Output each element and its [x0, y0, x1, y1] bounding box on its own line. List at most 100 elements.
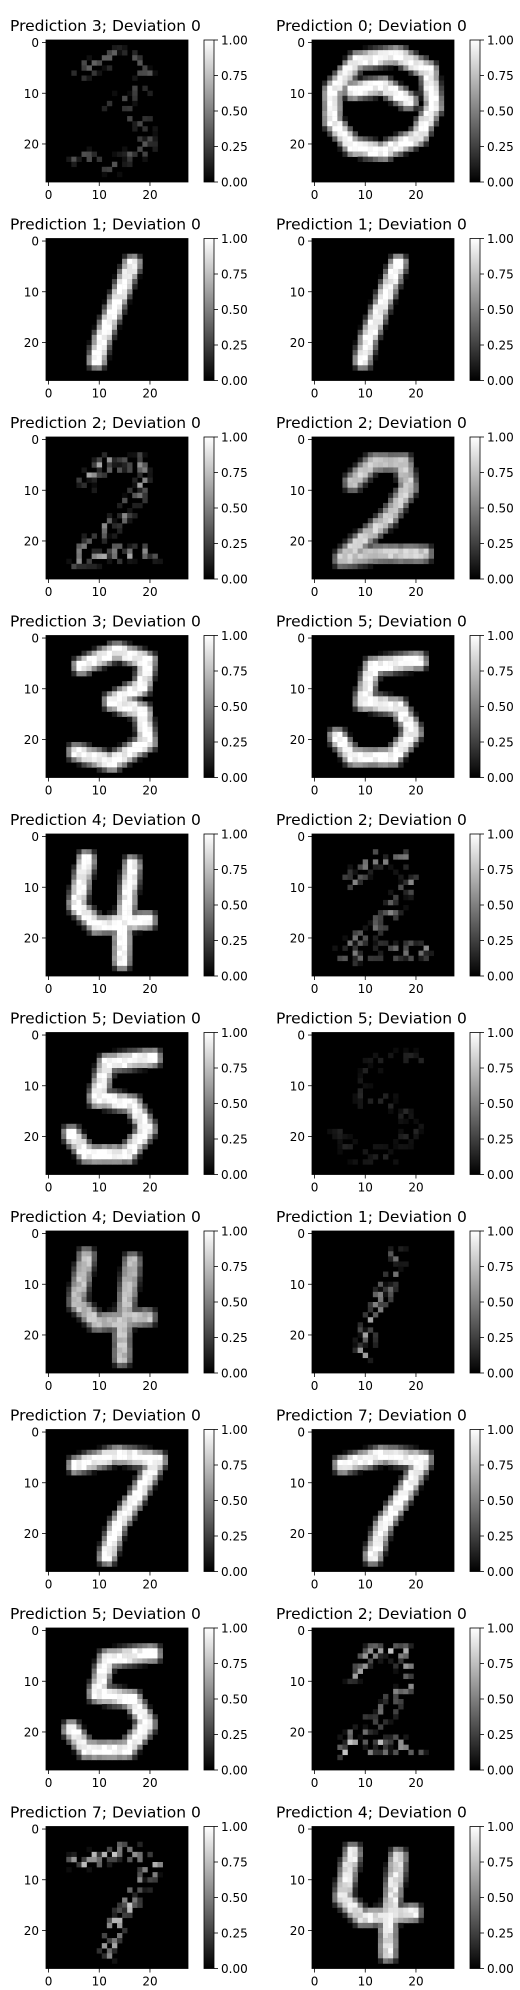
heatmap-cell	[408, 731, 414, 738]
heatmap-cell	[367, 1658, 374, 1664]
heatmap-cell	[137, 274, 143, 280]
heatmap-cell	[152, 1648, 158, 1654]
heatmap-cell	[122, 156, 128, 163]
heatmap-cell	[398, 558, 404, 565]
heatmap-cell	[372, 676, 379, 682]
heatmap-cell	[137, 925, 143, 931]
heatmap-cell	[96, 1699, 103, 1705]
heatmap-cell	[106, 1465, 113, 1471]
heatmap-cell	[106, 309, 113, 315]
heatmap-cell	[403, 258, 409, 265]
heatmap-cell	[137, 701, 143, 707]
heatmap-cell	[398, 55, 404, 61]
heatmap-cell	[337, 1459, 343, 1466]
heatmap-cell	[408, 65, 414, 71]
heatmap-cell	[152, 141, 158, 147]
heatmap-cell	[393, 1912, 399, 1919]
heatmap-cell	[413, 742, 419, 748]
heatmap-cell	[357, 60, 364, 66]
heatmap-cell	[106, 294, 113, 300]
heatmap-cell	[372, 696, 379, 702]
heatmap-cell	[342, 1144, 348, 1150]
heatmap-cell	[111, 691, 118, 697]
y-tick-label: 10	[290, 285, 305, 299]
heatmap-cell	[122, 467, 128, 473]
heatmap-cell	[132, 1724, 138, 1730]
heatmap-cell	[101, 65, 108, 71]
heatmap-cell	[398, 655, 404, 662]
heatmap-cell	[347, 742, 353, 748]
heatmap-cell	[413, 1902, 419, 1908]
heatmap-cell	[398, 1475, 404, 1481]
heatmap-cell	[413, 650, 419, 657]
y-tick-label: 10	[290, 881, 305, 895]
colorbar-tick-label: 0.75	[221, 665, 248, 679]
heatmap-cell	[357, 960, 364, 967]
heatmap-cell	[398, 452, 404, 458]
heatmap-cell	[81, 660, 87, 667]
heatmap-cell	[377, 1933, 384, 1939]
heatmap-cell	[433, 85, 440, 92]
heatmap-cell	[86, 925, 92, 931]
heatmap-cell	[347, 1841, 353, 1848]
heatmap-cell	[132, 1068, 138, 1074]
heatmap-cell	[347, 869, 353, 875]
heatmap-cell	[101, 1673, 108, 1680]
heatmap-cell	[106, 1688, 113, 1695]
heatmap-cell	[61, 1729, 67, 1735]
heatmap-cell	[152, 1133, 158, 1140]
heatmap-cell	[337, 1867, 343, 1873]
heatmap-cell	[388, 1917, 394, 1924]
heatmap-cell	[393, 1938, 399, 1944]
heatmap-cell	[137, 1719, 143, 1725]
heatmap-cell	[367, 151, 374, 157]
heatmap-cell	[76, 869, 82, 875]
heatmap-cell	[86, 742, 92, 748]
heatmap-cell	[372, 65, 379, 71]
heatmap-cell	[81, 1271, 87, 1277]
heatmap-cell	[383, 543, 389, 549]
heatmap-cell	[96, 360, 103, 366]
heatmap-cell	[367, 665, 374, 672]
heatmap-cell	[117, 171, 123, 178]
heatmap-cell	[76, 1317, 82, 1323]
heatmap-cell	[388, 1256, 394, 1262]
heatmap-cell	[152, 650, 158, 657]
heatmap-cell	[127, 915, 133, 921]
heatmap-cell	[71, 752, 77, 758]
heatmap-cell	[388, 492, 394, 499]
heatmap-cell	[357, 467, 364, 473]
heatmap-cell	[337, 1897, 343, 1903]
heatmap-cell	[127, 1149, 133, 1155]
heatmap-cell	[122, 1154, 128, 1160]
heatmap-cell	[117, 1068, 123, 1074]
heatmap-cell	[332, 1897, 338, 1903]
heatmap-cell	[357, 95, 364, 102]
heatmap-cell	[81, 1754, 87, 1761]
heatmap-cell	[81, 650, 87, 657]
heatmap-cell	[337, 100, 343, 107]
heatmap-cell	[377, 1749, 384, 1756]
x-tick-label: 0	[45, 585, 53, 599]
heatmap-cell	[117, 314, 123, 320]
heatmap-cell	[322, 80, 328, 86]
heatmap-cell	[86, 849, 92, 855]
heatmap-cell	[137, 691, 143, 697]
heatmap-cell	[81, 1133, 87, 1140]
heatmap-cell	[127, 762, 133, 768]
heatmap-cell	[86, 1867, 92, 1873]
heatmap-cell	[408, 126, 414, 132]
heatmap-cell	[142, 650, 148, 657]
heatmap-cell	[106, 1154, 113, 1160]
heatmap-cell	[111, 1739, 118, 1745]
heatmap-cell	[111, 752, 118, 758]
heatmap-cell	[383, 1933, 389, 1939]
heatmap-cell	[152, 721, 158, 728]
colorbar-tick-label: 0.25	[487, 736, 514, 750]
heatmap-cell	[147, 1128, 153, 1135]
heatmap-cell	[383, 1459, 389, 1466]
heatmap-cell	[357, 1459, 364, 1466]
heatmap-cell	[122, 910, 128, 916]
heatmap-cell	[96, 1561, 103, 1567]
